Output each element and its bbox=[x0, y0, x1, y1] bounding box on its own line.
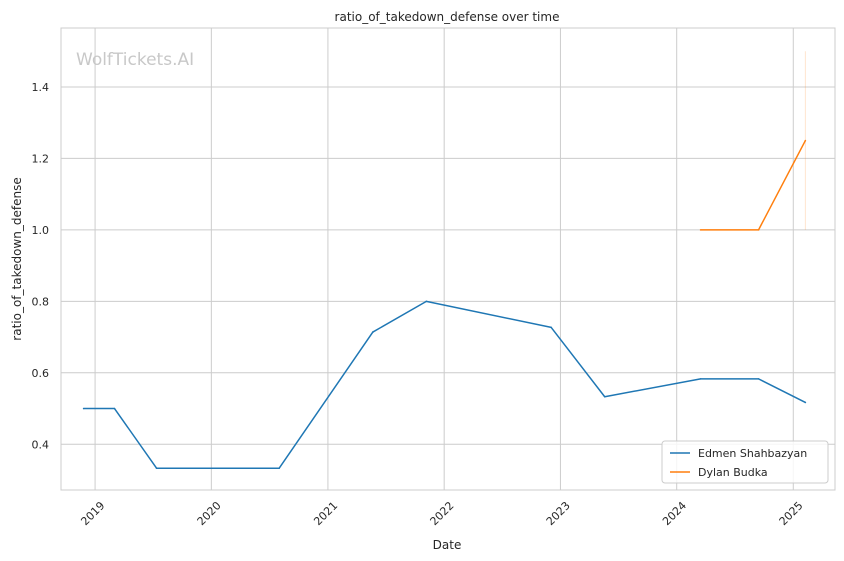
data-point-edmen-shahbazyan bbox=[113, 407, 116, 410]
data-point-dylan-budka bbox=[757, 229, 760, 231]
x-axis-title: Date bbox=[433, 538, 462, 552]
data-point-dylan-budka bbox=[804, 139, 807, 142]
legend-label: Edmen Shahbazyan bbox=[698, 447, 807, 460]
data-point-edmen-shahbazyan bbox=[699, 378, 702, 380]
data-point-edmen-shahbazyan bbox=[82, 407, 85, 410]
data-point-edmen-shahbazyan bbox=[278, 467, 280, 470]
data-point-edmen-shahbazyan bbox=[757, 378, 760, 380]
plot-area bbox=[60, 27, 836, 491]
series-layer bbox=[82, 51, 807, 470]
y-tick-label: 1.4 bbox=[32, 81, 50, 94]
data-point-dylan-budka bbox=[699, 229, 702, 231]
data-point-edmen-shahbazyan bbox=[603, 395, 606, 398]
watermark: WolfTickets.AI bbox=[76, 50, 194, 70]
data-point-edmen-shahbazyan bbox=[372, 331, 374, 333]
y-tick-label: 0.4 bbox=[32, 438, 50, 451]
data-point-edmen-shahbazyan bbox=[804, 401, 807, 404]
legend: Edmen Shahbazyan Dylan Budka bbox=[661, 440, 829, 484]
chart-title: ratio_of_takedown_defense over time bbox=[335, 10, 560, 24]
data-point-edmen-shahbazyan bbox=[155, 467, 158, 470]
data-point-edmen-shahbazyan bbox=[550, 326, 552, 329]
data-point-edmen-shahbazyan bbox=[425, 300, 428, 303]
legend-label: Dylan Budka bbox=[698, 466, 768, 479]
y-axis-title: ratio_of_takedown_defense bbox=[10, 177, 24, 340]
legend-box bbox=[661, 440, 829, 484]
y-tick-label: 0.6 bbox=[32, 367, 50, 380]
y-tick-label: 0.8 bbox=[32, 295, 50, 308]
y-axis-ticks: 0.4 0.6 0.8 1.0 1.2 1.4 bbox=[32, 81, 50, 451]
y-tick-label: 1.2 bbox=[32, 152, 50, 165]
y-tick-label: 1.0 bbox=[32, 224, 50, 237]
